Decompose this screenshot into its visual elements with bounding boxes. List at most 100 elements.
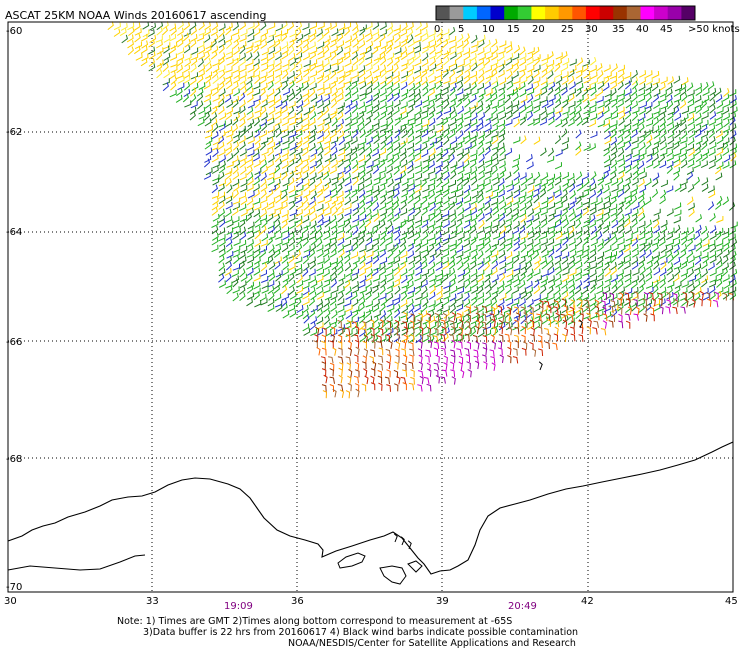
wind-barb	[443, 136, 450, 146]
wind-barb	[596, 274, 604, 282]
wind-barb	[254, 203, 262, 211]
wind-barb	[274, 256, 282, 265]
wind-barb	[338, 249, 345, 258]
wind-barb	[449, 198, 457, 206]
wind-barb	[268, 197, 276, 206]
wind-barb	[429, 131, 437, 140]
wind-barb	[343, 299, 352, 307]
wind-barb	[589, 220, 597, 228]
wind-barb	[477, 39, 485, 48]
wind-barb	[513, 311, 521, 319]
wind-barb	[659, 136, 667, 145]
wind-barb	[429, 212, 436, 222]
wind-barb	[273, 178, 281, 187]
wind-barb	[434, 312, 440, 321]
wind-barb	[163, 42, 171, 50]
wind-barb	[518, 237, 526, 246]
wind-barb	[597, 243, 604, 252]
wind-barb	[240, 179, 248, 187]
wind-barb	[316, 316, 324, 325]
wind-barb	[323, 268, 330, 278]
wind-barb	[470, 220, 477, 229]
wind-barb	[282, 137, 290, 145]
wind-barb	[498, 304, 505, 314]
wind-barb	[625, 99, 633, 109]
wind-barb	[402, 321, 408, 329]
wind-barb	[610, 76, 618, 85]
wind-barb	[400, 232, 408, 241]
wind-barb	[721, 141, 729, 151]
wind-barb	[667, 108, 675, 116]
wind-barb	[456, 173, 464, 182]
wind-barb	[413, 251, 421, 259]
wind-barb	[567, 69, 575, 78]
wind-barb	[504, 305, 513, 313]
wind-barb	[589, 203, 597, 212]
wind-barb	[149, 34, 157, 43]
wind-barb	[310, 148, 318, 157]
wind-barb	[211, 154, 219, 163]
wind-barb	[253, 176, 260, 186]
wind-barb	[499, 262, 507, 270]
wind-barb	[660, 149, 668, 157]
wind-barb	[631, 111, 638, 121]
wind-barb	[317, 41, 325, 49]
wind-barb	[316, 347, 321, 356]
wind-barb	[302, 237, 309, 247]
wind-barb	[308, 41, 316, 50]
wind-barb	[463, 239, 471, 248]
wind-barb	[254, 171, 261, 180]
wind-barb	[449, 59, 457, 68]
wind-barb	[583, 70, 591, 79]
wind-barb	[268, 141, 276, 150]
wind-barb	[498, 134, 505, 144]
wind-barb	[716, 244, 724, 252]
wind-barb	[477, 140, 484, 150]
wind-barb	[658, 153, 666, 163]
wind-barb	[366, 106, 374, 114]
wind-barb	[196, 92, 204, 102]
wind-barb	[281, 81, 288, 91]
wind-barb	[504, 220, 512, 228]
wind-barb	[343, 22, 352, 30]
wind-barb	[436, 110, 443, 120]
wind-barb	[702, 106, 710, 115]
wind-barb	[133, 22, 141, 31]
wind-barb	[568, 280, 575, 289]
wind-barb	[420, 68, 428, 78]
wind-barb	[673, 299, 679, 308]
wind-barb	[247, 100, 255, 109]
wind-barb	[302, 287, 310, 296]
wind-barb	[701, 141, 708, 151]
wind-barb	[330, 267, 338, 277]
wind-barb	[450, 123, 458, 132]
wind-barb	[302, 291, 310, 300]
wind-barb	[329, 166, 337, 175]
wind-barb	[309, 321, 316, 331]
wind-barb	[518, 100, 526, 109]
wind-barb	[303, 327, 311, 336]
wind-barb	[455, 98, 463, 108]
wind-barb	[456, 214, 464, 222]
wind-barb	[113, 28, 121, 37]
wind-barb	[323, 59, 330, 68]
wind-barb	[686, 82, 694, 92]
wind-barb	[422, 191, 430, 199]
wind-barb	[484, 81, 491, 90]
wind-barb	[232, 178, 240, 187]
wind-barb	[281, 303, 288, 312]
lon-label: 33	[146, 596, 159, 607]
wind-barb	[317, 185, 325, 194]
wind-barb	[576, 95, 584, 103]
wind-barb	[373, 173, 381, 181]
wind-barb	[603, 143, 611, 152]
wind-barb	[246, 298, 253, 307]
wind-barb	[148, 39, 155, 48]
wind-barb	[545, 313, 551, 321]
wind-barb	[709, 275, 717, 283]
wind-barb	[478, 75, 485, 85]
wind-barb	[370, 368, 376, 377]
wind-barb	[506, 312, 511, 322]
wind-barb	[529, 306, 534, 315]
wind-barb	[226, 136, 233, 145]
